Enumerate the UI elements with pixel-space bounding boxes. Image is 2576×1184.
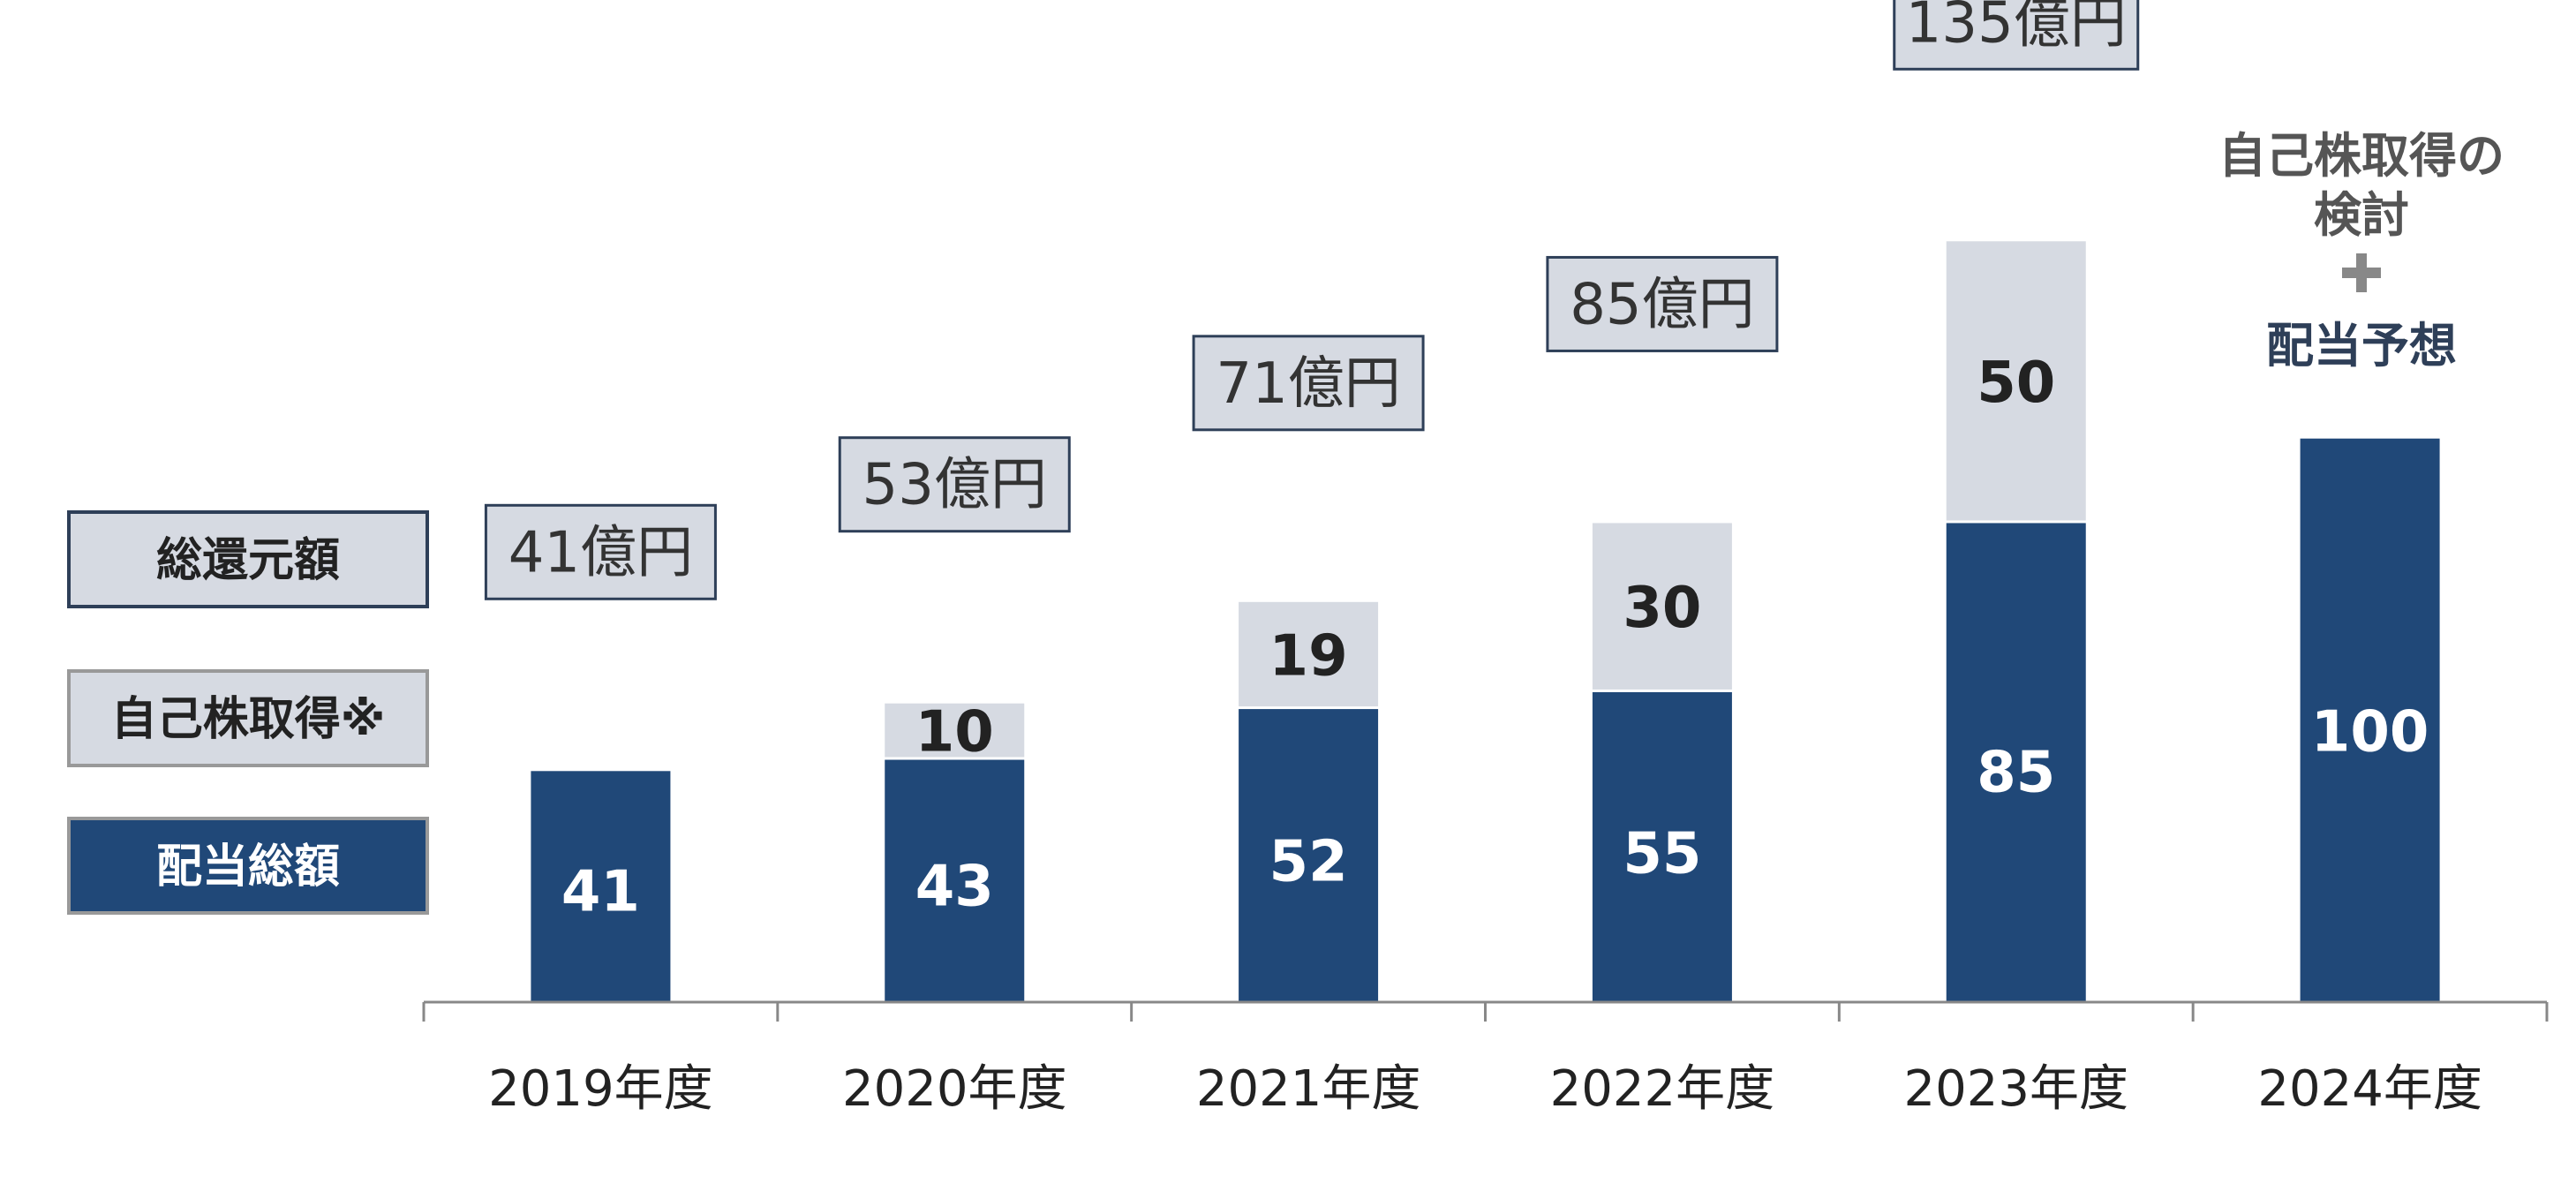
bar-dividend [1592, 691, 1732, 1002]
bars-group: 41 43 10 52 19 55 30 85 50 100 [531, 241, 2440, 1002]
bar-buyback-value: 19 [1269, 623, 1348, 689]
bar-dividend-value: 55 [1623, 821, 1701, 886]
bar-dividend-value: 52 [1269, 830, 1348, 895]
bar-dividend-value: 43 [915, 854, 994, 919]
total-value: 71億円 [1216, 351, 1400, 417]
bar-dividend [1239, 709, 1379, 1002]
legend: 総還元額 自己株取得※ 配当総額 [67, 510, 429, 915]
note-2024: 自己株取得の 検討 配当予想 [2218, 128, 2504, 373]
total-labels: 41億円 53億円 71億円 85億円 135億円 [484, 0, 2140, 600]
total-value: 135億円 [1906, 0, 2127, 56]
total-value: 53億円 [862, 453, 1047, 518]
x-axis [422, 1000, 2549, 1022]
bar-buyback-value: 10 [915, 700, 994, 765]
x-tick-label: 2024年度 [2257, 1060, 2482, 1118]
plus-icon [2342, 253, 2381, 292]
bar-buyback [1946, 241, 2086, 521]
legend-buyback-box [67, 669, 429, 767]
bar-buyback [885, 703, 1025, 758]
x-tick-label: 2021年度 [1196, 1060, 1421, 1118]
x-tick-label: 2022年度 [1550, 1060, 1775, 1118]
x-tick-label: 2019年度 [488, 1060, 713, 1118]
legend-total-label: 総還元額 [156, 534, 340, 587]
bar-buyback-value: 50 [1977, 351, 2055, 416]
total-value: 41億円 [508, 520, 693, 585]
bar-buyback-value: 30 [1623, 576, 1701, 641]
bar-dividend [2300, 438, 2440, 1002]
legend-dividend-box [67, 817, 429, 915]
legend-total-box [67, 510, 429, 608]
total-box [1546, 255, 1779, 352]
bar-dividend-value: 85 [1977, 741, 2055, 806]
legend-dividend-label: 配当総額 [156, 841, 340, 894]
total-box [484, 503, 717, 600]
total-box [838, 436, 1071, 533]
note-2024-line3: 配当予想 [2266, 318, 2457, 373]
total-value: 85億円 [1570, 272, 1754, 337]
bar-dividend [531, 771, 671, 1002]
bar-buyback [1592, 523, 1732, 690]
x-tick-label: 2023年度 [1903, 1060, 2128, 1118]
x-tick-labels: 2019年度 2020年度 2021年度 2022年度 2023年度 2024年度 [488, 1060, 2482, 1118]
bar-buyback [1239, 601, 1379, 707]
note-2024-line1: 自己株取得の [2218, 128, 2504, 184]
bar-dividend-value: 100 [2311, 700, 2429, 765]
legend-buyback-label: 自己株取得※ [111, 693, 386, 746]
x-tick-label: 2020年度 [842, 1060, 1067, 1118]
total-box [1893, 0, 2140, 71]
note-2024-line2: 検討 [2314, 187, 2409, 243]
bar-dividend [885, 759, 1025, 1002]
total-box [1192, 335, 1425, 432]
bar-dividend [1946, 523, 2086, 1002]
bar-dividend-value: 41 [561, 859, 640, 924]
